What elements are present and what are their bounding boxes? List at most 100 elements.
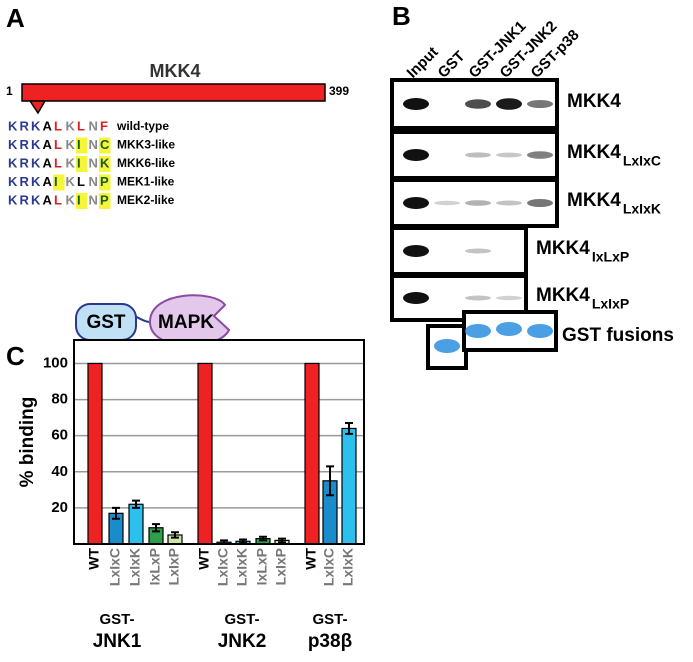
x-tick-label: LxIxK — [127, 548, 143, 586]
x-tick-label: LxIxC — [107, 548, 123, 586]
residue: K — [66, 118, 76, 133]
start-residue: 1 — [6, 84, 13, 98]
row-subscript: LxIxP — [592, 296, 629, 312]
residue: A — [43, 118, 53, 133]
x-tick-label: WT — [86, 548, 102, 570]
row-label: MKK4 — [567, 142, 621, 163]
plot-frame — [73, 339, 365, 545]
group-label: GST- — [312, 611, 347, 628]
error-bar — [259, 535, 267, 542]
residue: K — [66, 137, 76, 152]
bar — [341, 427, 357, 545]
row-subscript: IxLxP — [592, 249, 629, 265]
x-tick-label: LxIxC — [321, 548, 337, 586]
error-bar — [132, 499, 140, 509]
group-label: JNK2 — [218, 631, 267, 652]
residue: P — [100, 174, 109, 189]
residue-highlight — [76, 156, 88, 172]
stain-label: GST fusions — [562, 325, 674, 346]
blot-band — [403, 98, 429, 110]
bar — [304, 362, 320, 545]
residue: K — [8, 137, 18, 152]
stain-band — [496, 322, 522, 336]
residue: L — [54, 137, 62, 152]
residue-highlight — [99, 174, 111, 191]
error-bar — [345, 422, 353, 435]
row-label: MKK4 — [536, 238, 590, 259]
blot-band — [465, 99, 491, 109]
blot-band — [496, 200, 522, 206]
residue: R — [20, 155, 30, 170]
residue: P — [100, 192, 109, 207]
residue: K — [31, 174, 41, 189]
x-tick-label: LxIxP — [166, 548, 182, 585]
row-label: MKK4 — [536, 285, 590, 306]
x-tick-label: LxIxK — [234, 548, 250, 586]
lane-label: Input — [404, 44, 442, 82]
blot-band — [403, 292, 429, 304]
residue: L — [77, 174, 85, 189]
residue: K — [100, 155, 110, 170]
residue-highlight — [99, 193, 111, 209]
residue: K — [31, 137, 41, 152]
residue: F — [100, 118, 108, 133]
residue-highlight — [99, 137, 111, 154]
residue: R — [20, 174, 30, 189]
lane-label: GST — [435, 48, 469, 82]
residue: L — [54, 192, 62, 207]
error-bar — [278, 537, 286, 544]
mapk-label: MAPK — [158, 312, 214, 333]
group-label: GST- — [99, 611, 134, 628]
residue: L — [77, 118, 85, 133]
variant-name: MKK3-like — [117, 138, 175, 152]
stain-band — [527, 324, 553, 338]
residue: A — [43, 192, 53, 207]
residue: N — [89, 174, 98, 189]
residue: K — [8, 192, 18, 207]
panel-label: B — [392, 1, 411, 31]
residue: N — [89, 137, 98, 152]
residue: I — [77, 137, 81, 152]
residue: I — [54, 174, 58, 189]
blot-band — [527, 100, 553, 108]
group-label: p38β — [308, 631, 352, 652]
y-tick-label: 100 — [43, 354, 68, 371]
residue: R — [20, 118, 30, 133]
residue: L — [54, 155, 62, 170]
x-tick-label: WT — [196, 548, 212, 570]
blot-band — [465, 248, 491, 254]
residue: K — [31, 118, 41, 133]
y-tick-label: 40 — [51, 463, 68, 480]
blot-band — [434, 200, 460, 206]
residue: I — [77, 155, 81, 170]
row-label: MKK4 — [567, 91, 621, 112]
variant-name: wild-type — [116, 119, 169, 133]
residue: N — [89, 118, 98, 133]
x-tick-label: LxIxP — [273, 548, 289, 585]
stain-band — [465, 324, 491, 338]
blot-band — [403, 197, 429, 209]
residue: K — [8, 155, 18, 170]
residue: C — [100, 137, 110, 152]
residue-highlight — [76, 137, 88, 154]
residue: A — [43, 174, 53, 189]
blot-band — [465, 200, 491, 206]
x-tick-label: WT — [303, 548, 319, 570]
gst-label: GST — [86, 312, 125, 333]
protein-bar — [21, 83, 326, 102]
bar — [87, 362, 103, 545]
x-tick-label: IxLxP — [254, 548, 270, 585]
variant-name: MEK2-like — [117, 193, 175, 207]
residue: K — [8, 174, 18, 189]
bar — [197, 362, 213, 545]
residue: K — [8, 118, 18, 133]
variant-name: MEK1-like — [117, 175, 175, 189]
blot-band — [496, 98, 522, 110]
y-tick-label: 20 — [51, 499, 68, 516]
residue: K — [66, 174, 76, 189]
y-tick-label: 80 — [51, 391, 68, 408]
blot-band — [465, 152, 491, 158]
residue: R — [20, 192, 30, 207]
residue: R — [20, 137, 30, 152]
